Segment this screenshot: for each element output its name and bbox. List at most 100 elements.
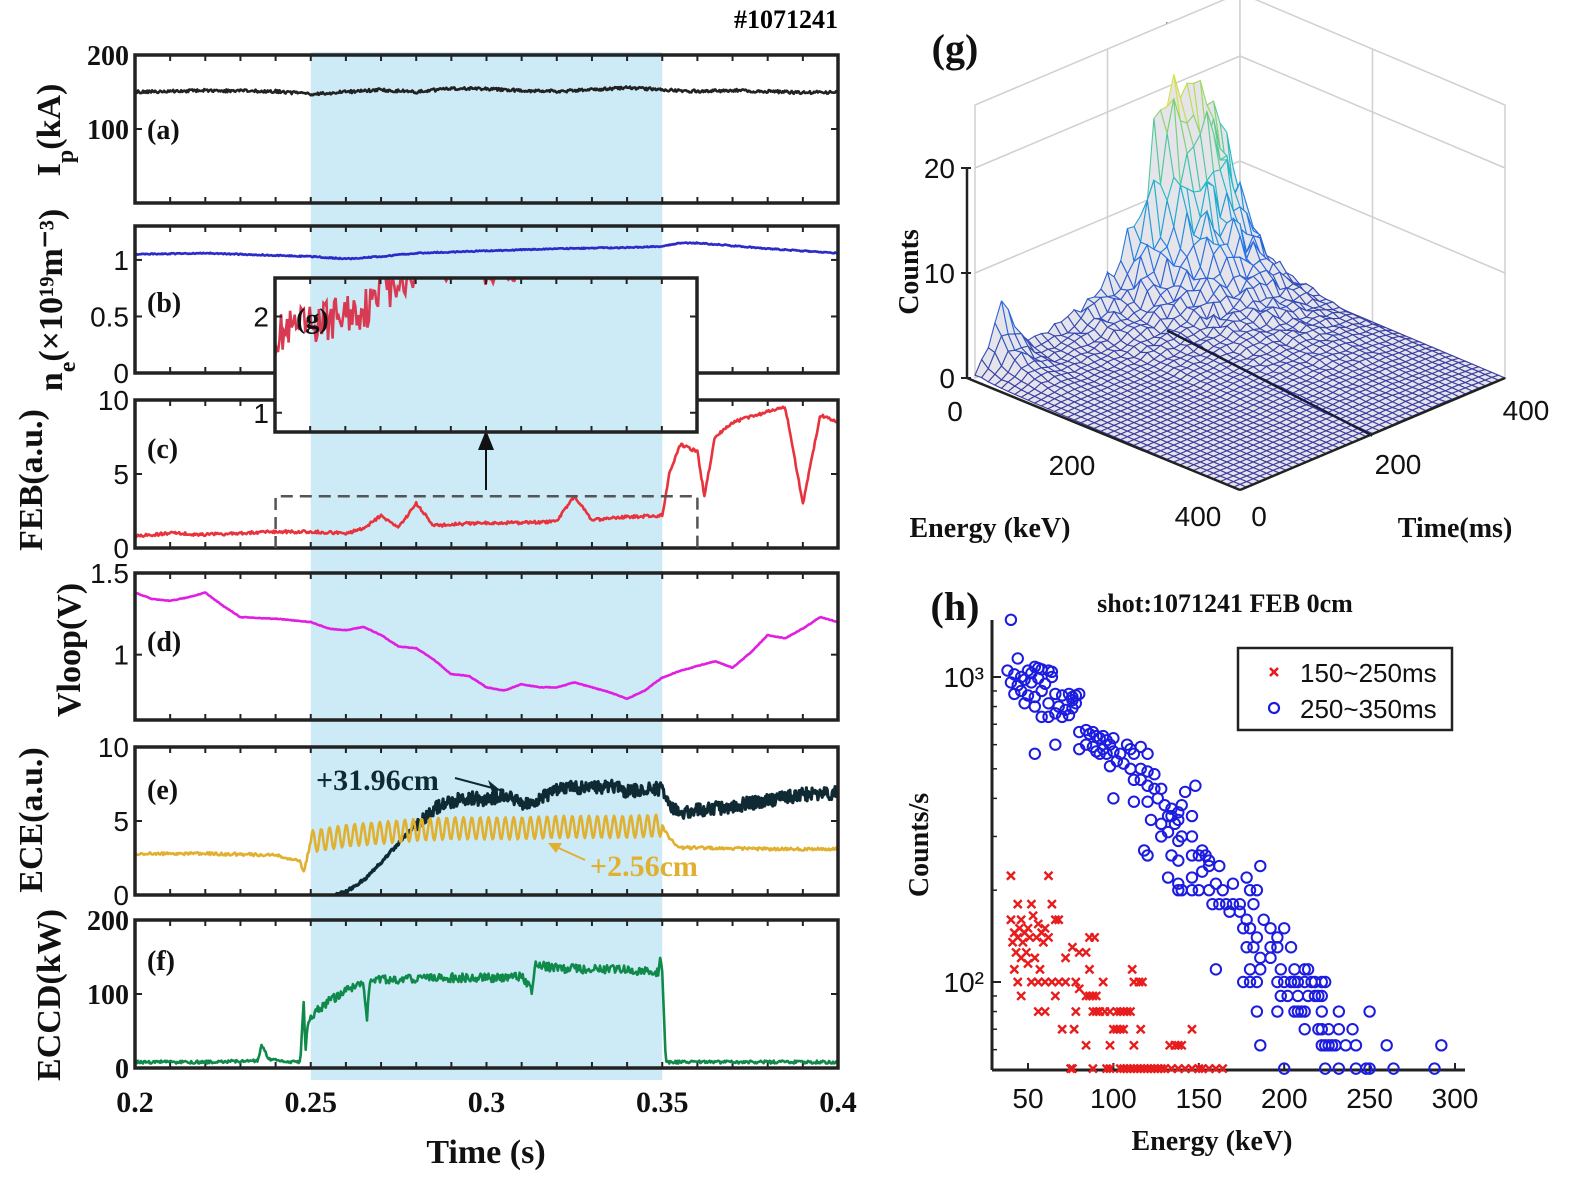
data-point-cross	[1118, 1024, 1129, 1035]
data-point-circle	[1134, 762, 1147, 776]
data-point-circle	[1035, 710, 1048, 724]
data-point-circle	[1243, 922, 1257, 935]
data-point-cross	[1021, 947, 1032, 958]
y-axis-title: Time(ms)	[1398, 513, 1513, 544]
data-point-circle	[1291, 1005, 1305, 1018]
data-point-circle	[1315, 989, 1328, 1003]
y-tick-label: 0	[113, 358, 129, 389]
data-point-circle	[1066, 702, 1079, 715]
data-point-cross	[1043, 870, 1054, 881]
axes-frame	[133, 745, 840, 897]
data-point-circle	[1049, 738, 1062, 751]
data-point-circle	[1322, 1039, 1335, 1052]
x-tick-label: 300	[1432, 1083, 1479, 1114]
data-point-circle	[1073, 725, 1086, 739]
panel-label: (f)	[147, 946, 175, 977]
data-point-circle	[1359, 1062, 1373, 1075]
y-tick-label: 200	[87, 906, 129, 937]
data-point-circle	[1278, 1062, 1291, 1075]
z-tick-label: 0	[939, 363, 955, 394]
data-point-circle	[1308, 989, 1322, 1003]
data-point-circle	[1100, 747, 1113, 761]
data-point-cross	[1060, 953, 1071, 963]
inset-zoom-panel: 1 2 (g)	[253, 276, 699, 434]
time-tick-label: 400	[1503, 395, 1550, 426]
panel-b: 0 0.5 1 (b)	[90, 224, 840, 389]
y-axis-title-eccd: ECCD(kW)	[31, 909, 68, 1081]
x-tick-label: 150	[1175, 1083, 1222, 1114]
data-point-cross	[1088, 991, 1098, 1001]
data-point-circle	[1202, 883, 1216, 897]
data-point-circle	[1196, 865, 1209, 878]
data-point-circle	[1161, 809, 1175, 823]
data-point-cross	[1156, 1063, 1167, 1074]
y-axis-title-vloop: Vloop(V)	[51, 583, 88, 717]
data-point-circle	[1185, 830, 1199, 843]
data-point-circle	[1011, 652, 1024, 665]
zoom-region-box	[274, 494, 699, 548]
data-point-circle	[1178, 785, 1192, 799]
data-point-circle	[1332, 1005, 1346, 1018]
data-point-circle	[1428, 1062, 1441, 1075]
y-tick-label: 1.5	[90, 558, 129, 589]
data-point-circle	[1172, 806, 1185, 819]
y-tick-label: 5	[113, 806, 129, 837]
data-point-cross	[1091, 1006, 1102, 1017]
data-point-circle	[1243, 975, 1257, 989]
data-point-circle	[1172, 854, 1185, 867]
data-point-circle	[1284, 941, 1298, 954]
data-point-circle	[1155, 817, 1168, 831]
panel-label: (b)	[147, 288, 181, 319]
panel-d: 1 1.5 (d)	[90, 558, 840, 722]
axes-frame	[133, 571, 840, 722]
data-point-circle	[1247, 897, 1260, 911]
y-tick-label: 0	[115, 1054, 129, 1085]
data-point-cross	[1065, 1063, 1076, 1074]
data-point-cross	[1018, 937, 1028, 948]
series-line-feb	[134, 405, 839, 539]
y-tick-label: 0.5	[90, 301, 129, 332]
data-point-circle	[1141, 849, 1154, 862]
data-point-circle	[1298, 1023, 1311, 1036]
panel-label: (e)	[147, 775, 178, 806]
data-point-circle	[1042, 697, 1055, 710]
data-point-circle	[1141, 779, 1154, 792]
data-point-circle	[1271, 975, 1284, 989]
data-point-circle	[1079, 738, 1093, 751]
panel-label: (g)	[932, 26, 979, 71]
y-tick-label: 1	[253, 398, 269, 429]
y-tick-label: 100	[87, 115, 129, 146]
data-point-cross	[1057, 1024, 1068, 1035]
data-point-circle	[1172, 877, 1185, 890]
data-point-circle	[1315, 975, 1328, 989]
data-point-cross	[1193, 1063, 1204, 1074]
shot-number-label: #1071241	[734, 5, 838, 34]
data-point-circle	[1237, 922, 1250, 935]
data-point-circle	[1004, 613, 1018, 627]
y-axis-title: Counts/s	[904, 793, 935, 897]
data-point-cross	[1115, 1024, 1126, 1035]
z-tick-label: 20	[924, 153, 955, 184]
data-point-circle	[1004, 676, 1018, 689]
data-point-circle	[1172, 883, 1185, 897]
data-point-circle	[1049, 707, 1062, 720]
y-tick-label: 0	[113, 880, 129, 911]
legend-label: 150~250ms	[1300, 658, 1437, 688]
data-point-circle	[1161, 825, 1175, 839]
data-point-circle	[1325, 1039, 1339, 1052]
y-axis-title-ip: Ip(kA)	[31, 84, 79, 177]
data-point-cross	[1101, 1063, 1112, 1074]
panel-f: 0 100 200 (f) 0.2 0.25 0.3 0.35 0.4 Time (s)	[87, 906, 857, 1171]
data-point-circle	[1141, 795, 1154, 808]
y-tick-label: 2	[253, 302, 269, 333]
data-point-cross	[1129, 1040, 1139, 1051]
z-grid-line	[974, 55, 1506, 169]
inset-series-line	[275, 278, 669, 358]
data-point-circle	[1042, 710, 1055, 724]
y-tick-label: 200	[87, 41, 129, 72]
data-point-circle	[1264, 951, 1277, 965]
data-point-cross	[1050, 914, 1061, 925]
z-tick-label: 10	[924, 258, 955, 289]
